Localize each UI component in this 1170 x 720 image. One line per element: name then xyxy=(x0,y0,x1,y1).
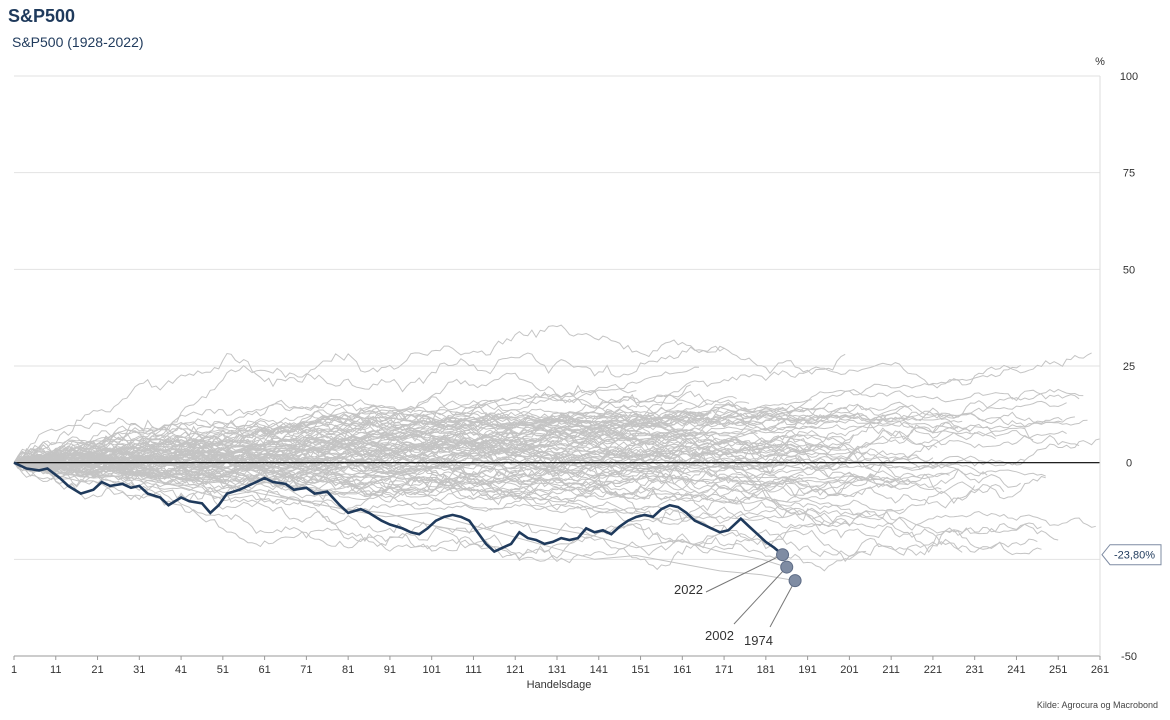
chart-title: S&P500 xyxy=(8,6,76,26)
background-series-line xyxy=(13,462,1038,572)
y-tick-label: 0 xyxy=(1126,458,1132,470)
x-tick-label: 161 xyxy=(673,664,691,676)
background-series-line xyxy=(13,406,829,475)
background-series-line xyxy=(13,457,867,563)
x-tick-label: 71 xyxy=(300,664,312,676)
current-value-box xyxy=(1101,544,1162,566)
x-tick-label: 11 xyxy=(50,664,61,676)
y-axis-unit: % xyxy=(1095,56,1105,68)
y-tick-label: -50 xyxy=(1121,651,1137,663)
x-tick-label: 191 xyxy=(798,664,816,676)
x-tick-label: 21 xyxy=(91,664,103,676)
y-tick-label: 50 xyxy=(1123,264,1135,276)
background-series-line xyxy=(13,424,854,469)
background-series-line xyxy=(13,324,725,464)
x-tick-label: 261 xyxy=(1091,664,1109,676)
x-tick-labels: 1 11 21 31 41 51 61 71 81 91 101 111 121 131 141 151 161… xyxy=(11,656,1109,676)
x-tick-label: 221 xyxy=(924,664,942,676)
background-series-line xyxy=(13,460,725,529)
background-series-line xyxy=(13,418,683,471)
background-series-line xyxy=(13,372,708,472)
background-series-line xyxy=(13,415,1088,466)
x-tick-label: 111 xyxy=(465,664,482,676)
y-tick-label: 75 xyxy=(1123,168,1135,180)
background-series-line xyxy=(13,460,1059,541)
x-tick-label: 251 xyxy=(1049,664,1067,676)
y-tick-label: 25 xyxy=(1123,361,1135,373)
axes: 1 11 21 31 41 51 61 71 81 91 101 111 121 131 141 151 161… xyxy=(11,56,1138,691)
annotation-markers: 2022 2002 1974 xyxy=(674,548,802,648)
annotation-label-2022: 2022 xyxy=(674,582,703,597)
background-series-line xyxy=(13,461,908,512)
annotation-leader-2002 xyxy=(733,566,788,625)
annotation-label-1974: 1974 xyxy=(744,633,773,648)
background-series-line xyxy=(13,462,896,493)
x-tick-label: 201 xyxy=(840,664,858,676)
background-series-line xyxy=(13,404,854,464)
current-value-label: -23,80% xyxy=(1114,550,1155,562)
x-tick-label: 51 xyxy=(217,664,229,676)
series-end-marker-2002 xyxy=(780,560,794,574)
background-series-line xyxy=(13,345,846,464)
source-note: Kilde: Agrocura og Macrobond xyxy=(1036,700,1158,710)
x-tick-label: 101 xyxy=(423,664,441,676)
x-tick-label: 211 xyxy=(882,664,900,676)
x-tick-label: 81 xyxy=(342,664,354,676)
x-tick-label: 241 xyxy=(1007,664,1025,676)
background-series-group xyxy=(13,324,1101,582)
background-series-line xyxy=(13,452,1042,571)
grid-lines xyxy=(14,75,1100,657)
x-tick-label: 61 xyxy=(258,664,270,676)
annotation-leader-2022 xyxy=(705,554,783,593)
background-series-line xyxy=(13,452,804,499)
y-tick-labels: -50-250255075100 xyxy=(1120,71,1138,663)
chart-subtitle: S&P500 (1928-2022) xyxy=(12,34,144,50)
background-series-line xyxy=(13,433,1034,469)
series-end-marker-2022 xyxy=(776,548,790,562)
x-tick-label: 41 xyxy=(175,664,187,676)
background-series-line xyxy=(13,416,971,475)
series-line-2002 xyxy=(13,462,787,568)
background-series-line xyxy=(13,410,1080,477)
x-tick-label: 171 xyxy=(715,664,733,676)
x-tick-label: 31 xyxy=(133,664,145,676)
series-end-marker-1974 xyxy=(788,574,802,588)
annotation-leader-1974 xyxy=(769,580,796,628)
background-series-line xyxy=(13,462,904,512)
x-tick-label: 91 xyxy=(384,664,396,676)
x-tick-label: 141 xyxy=(590,664,608,676)
current-value-tag: -23,80% xyxy=(1101,544,1162,566)
x-tick-label: 1 xyxy=(11,664,17,676)
background-series-line xyxy=(13,420,1101,467)
x-tick-label: 231 xyxy=(966,664,984,676)
highlight-series-group xyxy=(13,461,784,556)
x-tick-label: 131 xyxy=(548,664,566,676)
background-series-line xyxy=(13,461,1096,528)
x-tick-label: 151 xyxy=(631,664,649,676)
background-series-line xyxy=(13,442,871,516)
x-axis-title: Handelsdage xyxy=(527,679,592,691)
background-series-line xyxy=(13,406,904,468)
annotation-label-2002: 2002 xyxy=(705,628,734,643)
background-series-line xyxy=(13,452,1005,509)
x-tick-label: 181 xyxy=(757,664,775,676)
series-line-1974 xyxy=(13,462,796,582)
background-series-line xyxy=(13,391,817,464)
background-series-line xyxy=(13,409,712,465)
y-tick-label: 100 xyxy=(1120,71,1138,83)
background-series-line xyxy=(13,452,775,486)
series-line-2022 xyxy=(13,461,784,556)
x-tick-label: 121 xyxy=(506,664,524,676)
